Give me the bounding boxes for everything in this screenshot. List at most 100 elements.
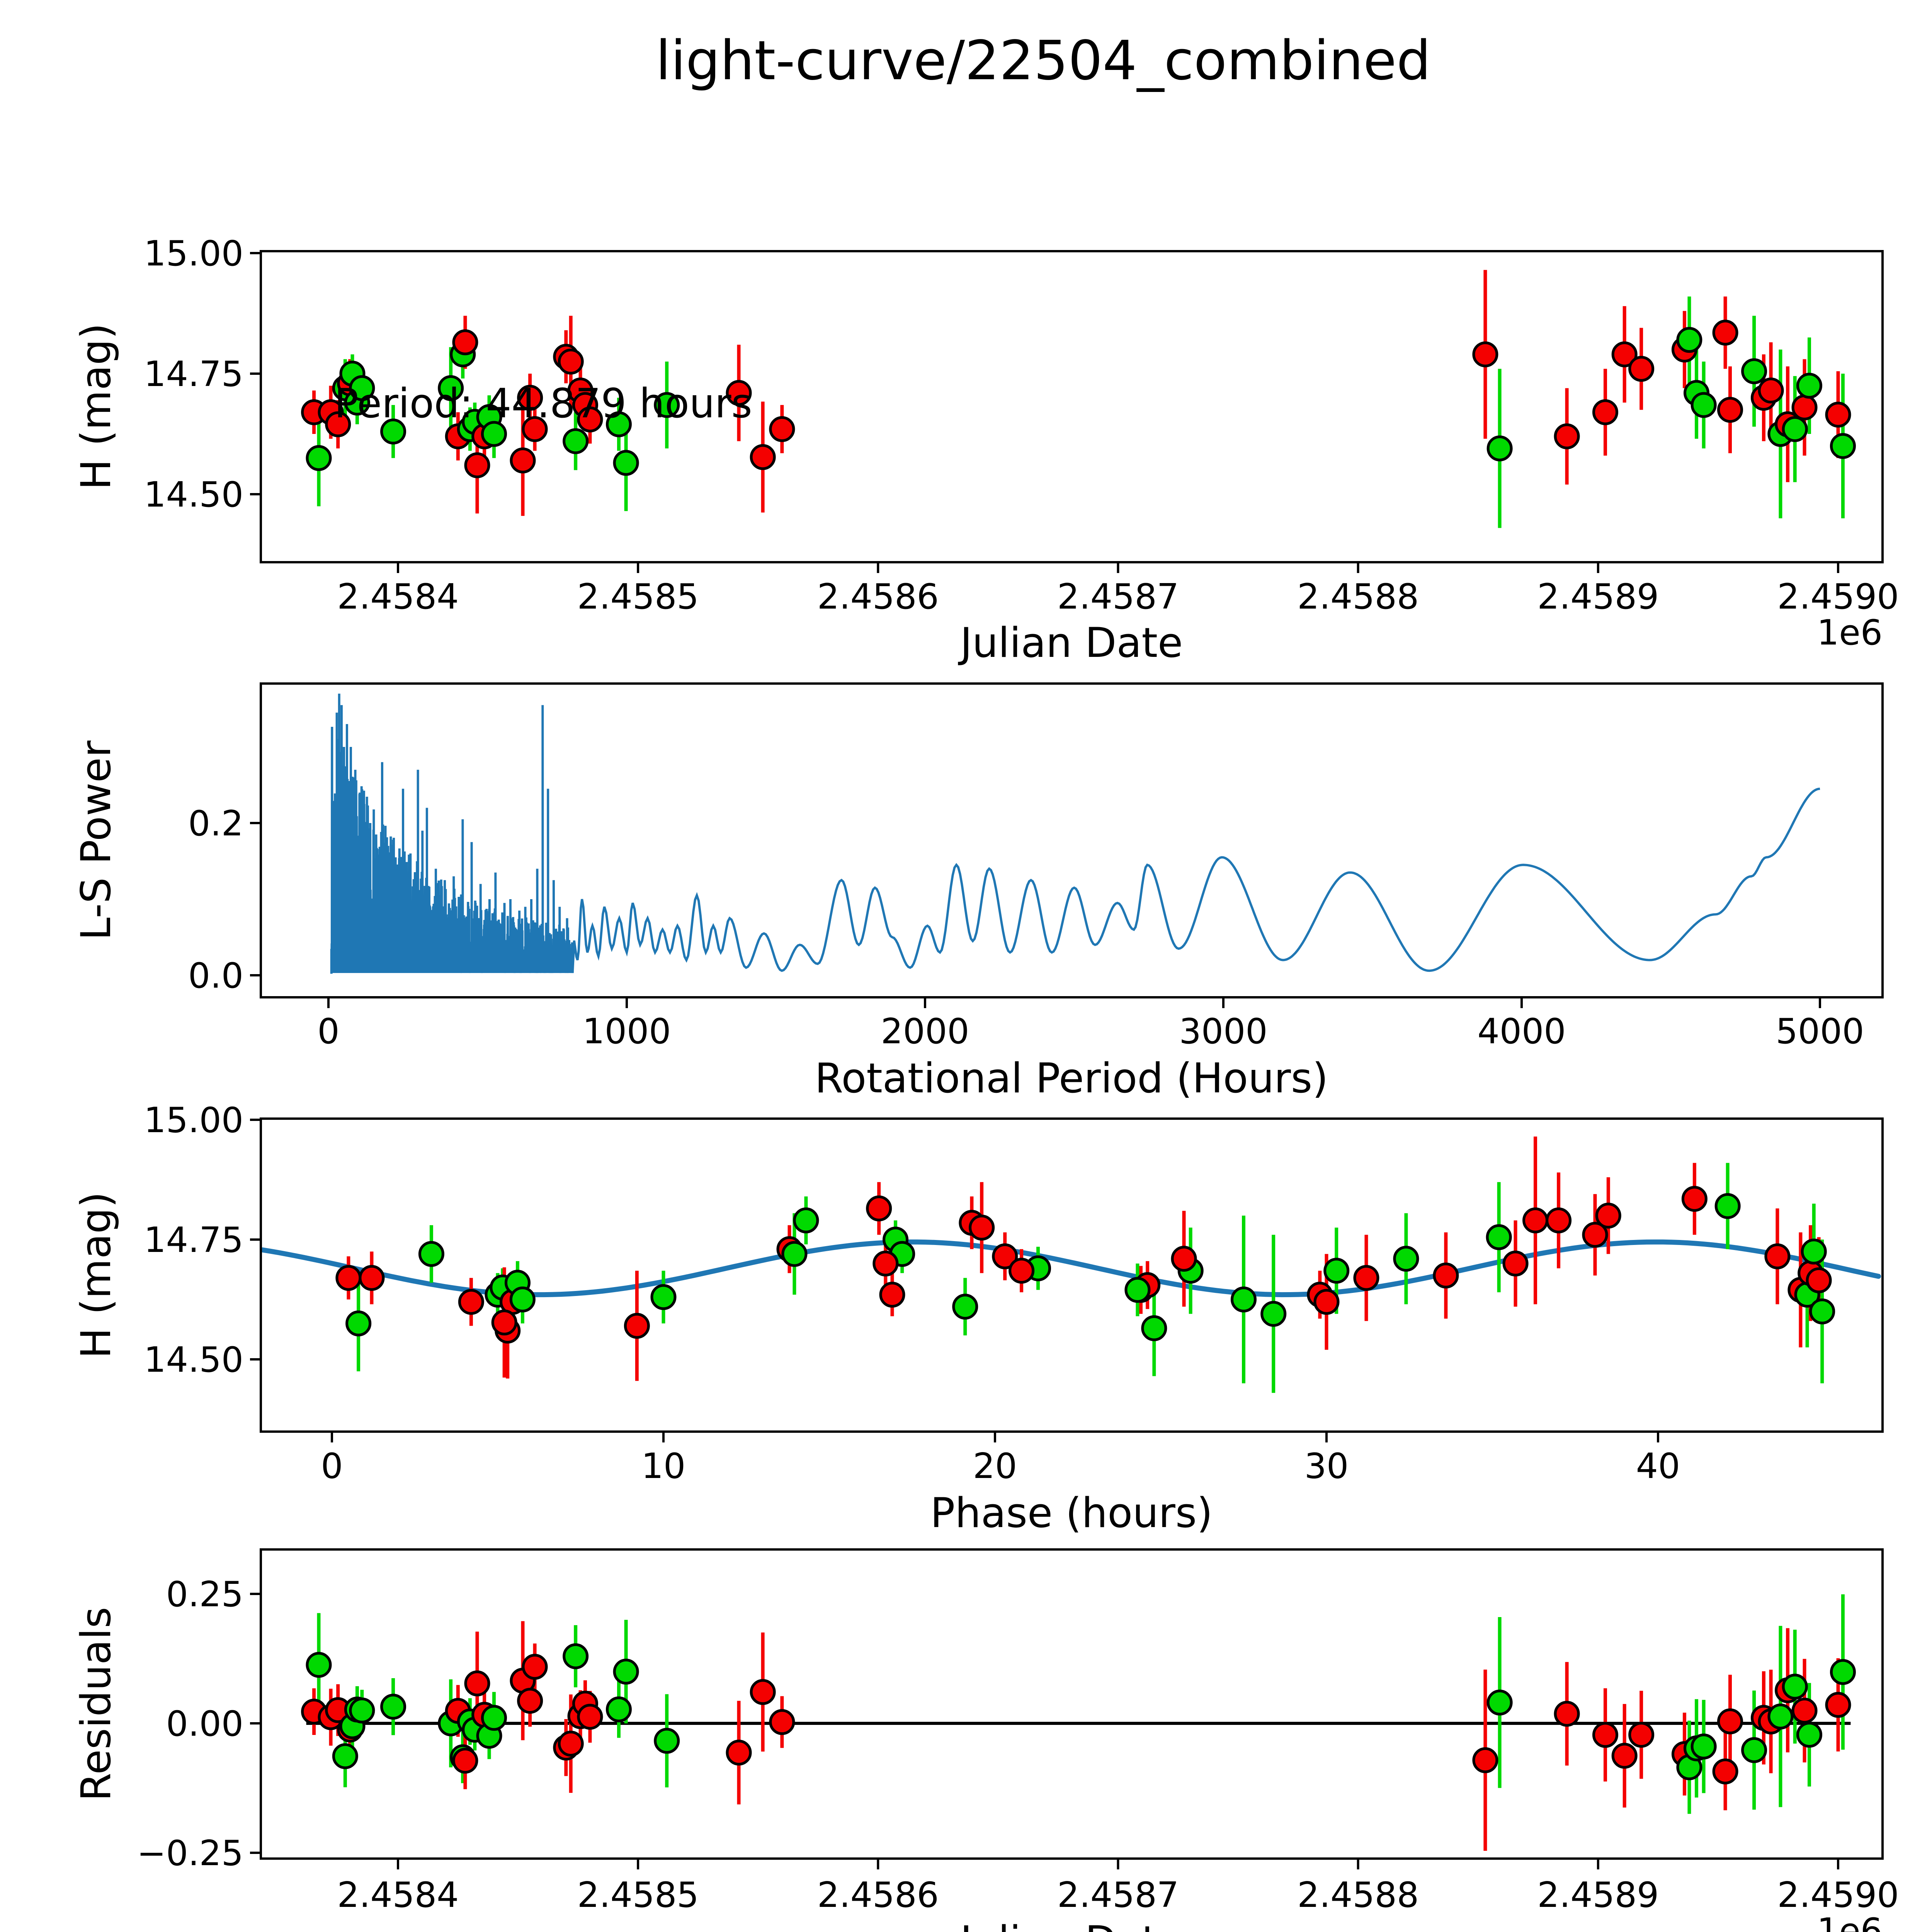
data-point-marker — [452, 329, 478, 355]
x-tick-label: 2.4587 — [1057, 1875, 1179, 1915]
data-point-marker — [781, 1241, 808, 1267]
data-point-marker — [1809, 1298, 1835, 1325]
data-point-marker — [1486, 435, 1513, 461]
data-point-marker — [1260, 1301, 1287, 1327]
data-point-marker — [1791, 394, 1818, 420]
data-point-marker — [349, 375, 375, 401]
x-tick-label: 2.4590 — [1777, 1875, 1899, 1915]
panel-residuals: 2.4584 2.4585 2.4586 2.4587 2.4588 2.4589 2.45… — [72, 1548, 1899, 1932]
data-point-marker — [605, 1696, 632, 1723]
data-point-marker — [335, 1265, 362, 1291]
data-point-marker — [464, 1670, 490, 1697]
x-tick-label: 1000 — [582, 1011, 671, 1052]
data-point-marker — [1796, 372, 1822, 399]
data-point-marker — [1141, 1315, 1167, 1341]
data-point-marker — [1791, 1697, 1818, 1724]
data-point-marker — [879, 1282, 905, 1308]
y-tick-label: 14.75 — [144, 354, 243, 395]
data-point-marker — [563, 1643, 589, 1669]
data-point-marker — [1231, 1286, 1257, 1313]
data-point-marker — [1486, 1224, 1512, 1250]
periodogram-curve — [330, 694, 1820, 974]
p2-frame — [260, 682, 1884, 998]
data-point-marker — [1592, 1722, 1618, 1748]
x-tick-label: 2.4589 — [1537, 1875, 1659, 1915]
data-point-marker — [1717, 397, 1743, 423]
data-point-marker — [1712, 320, 1738, 346]
x-tick-label: 2.4588 — [1297, 1875, 1419, 1915]
data-point-marker — [969, 1214, 995, 1241]
data-point-marker — [1758, 378, 1784, 404]
data-point-marker — [1611, 341, 1638, 367]
x-tick-label: 2.4585 — [577, 577, 699, 617]
data-point-marker — [1582, 1222, 1608, 1248]
data-point-marker — [1690, 392, 1717, 418]
x-tick-label: 2.4585 — [577, 1875, 699, 1915]
data-point-marker — [1611, 1743, 1638, 1769]
x-tick-label: 40 — [1636, 1446, 1680, 1486]
x-tick-label: 20 — [973, 1446, 1017, 1486]
p1-xlabel: Julian Date — [958, 619, 1183, 667]
data-point-marker — [517, 384, 543, 411]
data-point-marker — [1741, 358, 1767, 384]
data-point-marker — [1171, 1246, 1197, 1272]
data-point-marker — [726, 380, 752, 406]
panel-periodogram: 0 1000 2000 3000 4000 5000 0.0 0.2 L-S Power Ro… — [72, 682, 1884, 1102]
data-point-marker — [1806, 1267, 1832, 1293]
data-point-marker — [577, 1704, 603, 1730]
x-tick-label: 2.4589 — [1537, 577, 1659, 617]
x-tick-label: 2000 — [881, 1011, 969, 1052]
x-tick-label: 5000 — [1776, 1011, 1864, 1052]
x-tick-label: 0 — [321, 1446, 343, 1486]
data-point-marker — [522, 1654, 548, 1680]
data-point-marker — [1323, 1258, 1350, 1284]
data-point-marker — [1546, 1207, 1572, 1233]
data-point-marker — [654, 392, 680, 418]
data-point-marker — [1313, 1289, 1340, 1315]
x-tick-label: 3000 — [1179, 1011, 1267, 1052]
y-tick-label: 0.00 — [166, 1704, 243, 1744]
data-point-marker — [1830, 1659, 1856, 1685]
data-point-marker — [1801, 1238, 1827, 1265]
x-tick-label: 2.4586 — [817, 577, 939, 617]
p4-ylabel: Residuals — [72, 1607, 120, 1801]
p1-ylabel: H (mag) — [72, 323, 120, 490]
data-point-marker — [1628, 1722, 1655, 1748]
y-tick-label: −0.25 — [137, 1833, 243, 1874]
y-tick-label: 15.00 — [144, 233, 243, 274]
y-tick-label: 14.75 — [144, 1220, 243, 1260]
p4-offset-label: 1e6 — [1817, 1911, 1883, 1932]
data-point-marker — [332, 1743, 358, 1769]
data-point-marker — [418, 1241, 444, 1267]
data-point-marker — [1676, 327, 1702, 353]
data-point-marker — [1393, 1246, 1419, 1272]
x-tick-label: 2.4584 — [337, 577, 459, 617]
p3-xlabel: Phase (hours) — [930, 1489, 1213, 1537]
data-point-marker — [654, 1728, 680, 1754]
data-point-marker — [1592, 399, 1618, 425]
data-point-marker — [1796, 1721, 1822, 1748]
data-point-marker — [605, 411, 632, 437]
x-tick-label: 10 — [641, 1446, 686, 1486]
p3-ylabel: H (mag) — [72, 1192, 120, 1359]
data-point-marker — [1741, 1737, 1767, 1763]
data-point-marker — [359, 1265, 385, 1291]
data-point-marker — [1353, 1265, 1379, 1291]
y-tick-label: 15.00 — [144, 1100, 243, 1141]
data-point-marker — [952, 1294, 978, 1320]
data-point-marker — [866, 1195, 892, 1221]
data-point-marker — [613, 450, 639, 476]
data-point-marker — [1554, 1701, 1580, 1727]
p2-ylabel: L-S Power — [72, 740, 120, 940]
x-tick-label: 30 — [1304, 1446, 1349, 1486]
data-point-marker — [1628, 356, 1655, 382]
data-point-marker — [1782, 1673, 1808, 1700]
data-point-marker — [793, 1207, 819, 1233]
data-point-marker — [613, 1658, 639, 1685]
data-point-marker — [481, 1705, 507, 1731]
data-point-marker — [1830, 433, 1856, 459]
data-point-marker — [624, 1313, 650, 1339]
y-tick-label: 0.25 — [166, 1574, 243, 1615]
data-point-marker — [1502, 1250, 1529, 1277]
data-point-marker — [750, 444, 776, 470]
